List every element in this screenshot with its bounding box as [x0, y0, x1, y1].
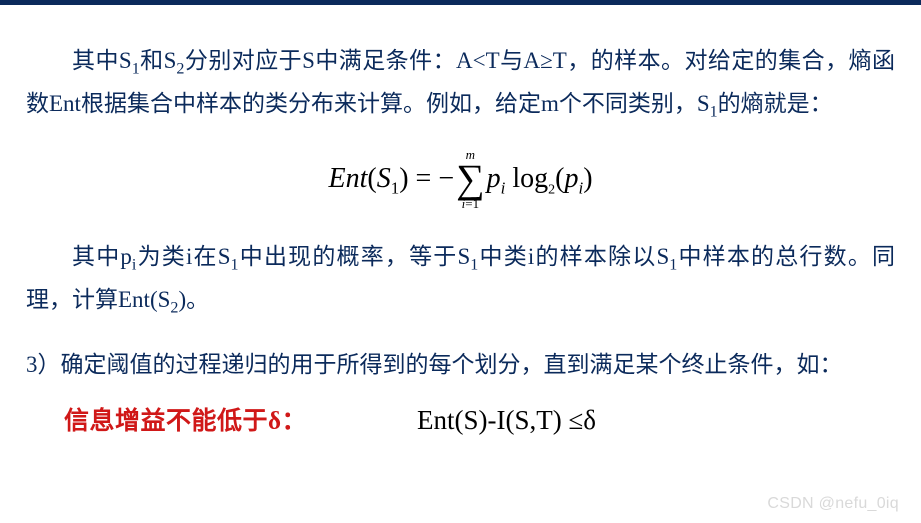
item-3: 3） 确定阈值的过程递归的用于所得到的每个划分，直到满足某个终止条件，如： [26, 344, 895, 387]
f-neg: − [438, 163, 454, 194]
emph-a: 信息增益不能低于 [64, 407, 268, 435]
f-close2: ) [583, 163, 592, 194]
inequality: Ent(S)-I(S,T) ≤δ [417, 405, 596, 436]
paragraph-1: 其中S1和S2分别对应于S中满足条件：A<T与A≥T，的样本。对给定的集合，熵函… [26, 40, 895, 125]
f-p2: p [564, 163, 578, 194]
f-S: S [377, 163, 391, 194]
bottom-row: 信息增益不能低于δ： Ent(S)-I(S,T) ≤δ [26, 401, 895, 437]
sigma-icon: ∑ [456, 161, 485, 197]
p2-seg6: )。 [178, 287, 209, 312]
emph-colon: ： [282, 407, 308, 435]
f-eq: = [409, 163, 439, 194]
p2-sub2: 1 [231, 257, 239, 274]
f-p1: p [487, 163, 501, 194]
p1-seg1: 其中S [72, 48, 132, 73]
p1-seg4: 的熵就是： [718, 91, 833, 116]
page-body: 其中S1和S2分别对应于S中满足条件：A<T与A≥T，的样本。对给定的集合，熵函… [0, 5, 921, 437]
emph-delta: δ [268, 408, 281, 435]
p1-sub3: 1 [710, 103, 718, 120]
summation-icon: m ∑ i=1 [456, 148, 485, 210]
f-ent: Ent [328, 163, 367, 194]
item-3-text: 确定阈值的过程递归的用于所得到的每个划分，直到满足某个终止条件，如： [61, 344, 896, 387]
p1-sub1: 1 [132, 61, 140, 78]
paragraph-2: 其中pi为类i在S1中出现的概率，等于S1中类i的样本除以S1中样本的总行数。同… [26, 236, 895, 321]
p1-seg2: 和S [140, 48, 177, 73]
p2-seg2: 为类i在S [136, 244, 230, 269]
sum-lower-eq: =1 [465, 196, 479, 211]
entropy-formula: Ent(S1) = − m ∑ i=1 pi log2(pi) [26, 148, 895, 210]
f-S-sub: 1 [391, 179, 400, 198]
p2-seg3: 中出现的概率，等于S [239, 244, 471, 269]
p2-seg4: 中类i的样本除以S [478, 244, 669, 269]
p2-seg1: 其中p [72, 244, 132, 269]
f-close1: ) [399, 163, 408, 194]
item-3-number: 3） [26, 344, 61, 387]
emphasis-text: 信息增益不能低于δ： [64, 401, 307, 437]
f-log: log [505, 163, 548, 194]
f-open1: ( [367, 163, 376, 194]
watermark: CSDN @nefu_0iq [767, 495, 899, 513]
